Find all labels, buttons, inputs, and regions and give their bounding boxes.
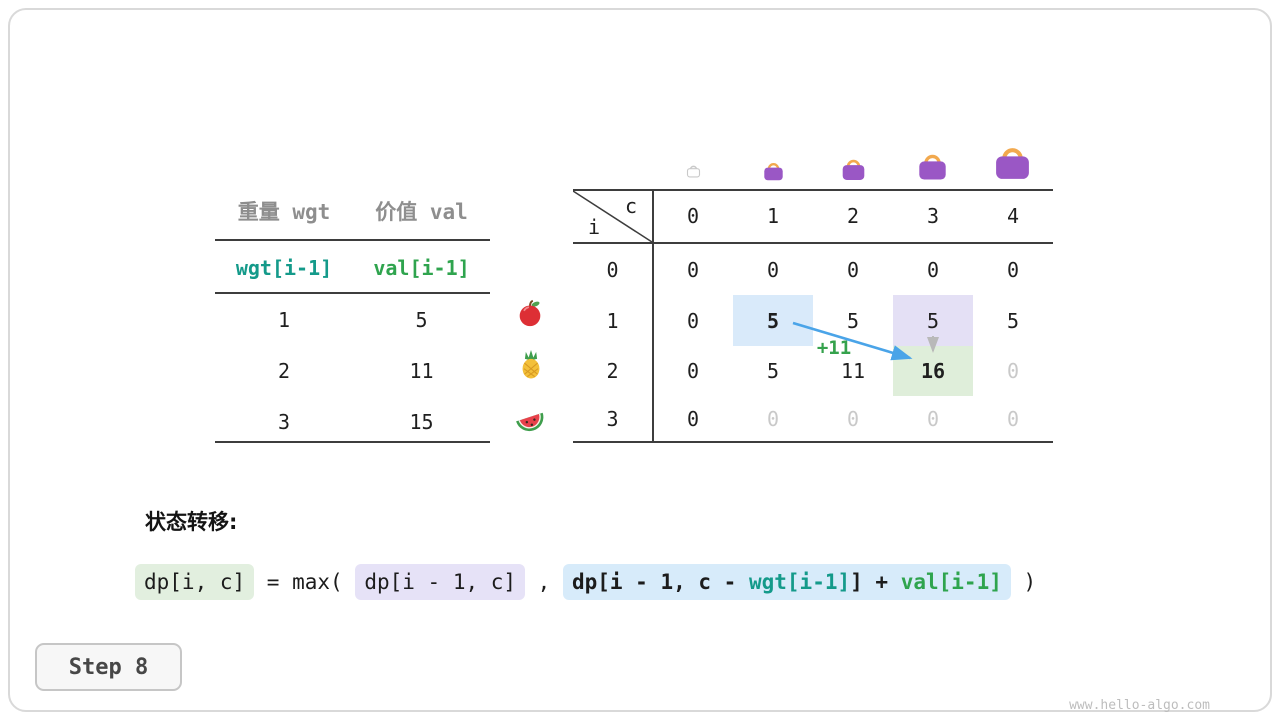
formula-option1-token: dp[i - 1, c] <box>355 564 526 600</box>
items-table-divider <box>215 441 490 443</box>
dp-col-header: 3 <box>926 204 940 228</box>
pineapple-icon <box>522 349 540 379</box>
dp-corner-col-var: c <box>624 194 638 218</box>
formula-option2-prefix: dp[i - 1, c - <box>571 570 749 594</box>
dp-cell: 0 <box>766 257 780 282</box>
dp-cell: 0 <box>1006 406 1020 431</box>
item-row-value: 5 <box>415 308 428 332</box>
items-header-weight: 重量 wgt <box>237 200 331 224</box>
dp-row-header: 1 <box>606 308 619 333</box>
item-row-value: 15 <box>409 410 434 434</box>
dp-cell: 0 <box>1006 359 1020 383</box>
bag-icon-capacity-3 <box>919 154 946 180</box>
dp-cell-current: 16 <box>920 359 946 383</box>
dp-cell: 0 <box>1006 257 1020 282</box>
items-formula-weight: wgt[i-1] <box>235 255 333 280</box>
dp-table-vertical-divider <box>652 189 654 443</box>
dp-cell: 0 <box>846 406 860 431</box>
dp-table-top-border <box>573 189 1053 191</box>
dp-cell: 0 <box>926 257 940 282</box>
items-header-value: 价值 val <box>375 200 468 224</box>
dp-cell-source: 5 <box>766 308 780 333</box>
dp-table-bottom-border <box>573 441 1053 443</box>
item-row-weight: 3 <box>277 410 291 434</box>
dp-row-header: 0 <box>606 257 619 282</box>
transfer-value-label: +11 <box>816 337 852 359</box>
formula-option2-wgt: wgt[i-1] <box>748 570 851 594</box>
dp-row-header: 3 <box>606 406 619 431</box>
dp-cell: 0 <box>766 406 780 431</box>
dp-col-header: 1 <box>766 204 780 228</box>
dp-cell: 5 <box>766 359 780 383</box>
dp-cell-above: 5 <box>926 308 940 333</box>
items-table-divider <box>215 239 490 241</box>
state-transition-title: 状态转移: <box>145 510 238 534</box>
formula-separator: , <box>525 570 563 594</box>
dp-cell: 0 <box>686 308 700 333</box>
dp-col-header: 2 <box>846 204 860 228</box>
bag-icon-capacity-2 <box>842 159 865 180</box>
dp-cell: 11 <box>840 359 866 383</box>
item-row-value: 11 <box>409 359 434 383</box>
dp-col-header: 0 <box>686 204 700 228</box>
dp-cell: 0 <box>846 257 860 282</box>
bag-icon-capacity-4 <box>996 148 1029 179</box>
dp-cell: 0 <box>926 406 940 431</box>
state-transition-formula: dp[i, c] = max( dp[i - 1, c] , dp[i - 1,… <box>135 560 1036 604</box>
dp-col-header: 4 <box>1006 204 1020 228</box>
dp-corner-diagonal <box>573 191 652 242</box>
dp-cell: 0 <box>686 257 700 282</box>
bag-icon-capacity-0 <box>686 165 701 178</box>
formula-close-paren: ) <box>1010 570 1037 594</box>
formula-option2-val: val[i-1] <box>900 570 1002 594</box>
formula-equals-max: = max( <box>254 570 356 594</box>
dp-corner-row-var: i <box>587 215 601 239</box>
dp-cell: 0 <box>686 359 700 383</box>
watermark-text: www.hello-algo.com <box>1069 698 1210 713</box>
step-button[interactable]: Step 8 <box>35 643 182 691</box>
items-formula-value: val[i-1] <box>373 255 470 280</box>
dp-table-header-divider <box>573 242 1053 244</box>
formula-option2-token: dp[i - 1, c - wgt[i-1]] + val[i-1] <box>562 564 1011 600</box>
watermelon-icon <box>516 412 544 432</box>
item-row-weight: 1 <box>277 308 291 332</box>
dp-cell: 0 <box>686 406 700 431</box>
formula-option2-infix: ] + <box>850 570 901 594</box>
dp-row-header: 2 <box>606 359 619 383</box>
item-row-weight: 2 <box>277 359 291 383</box>
bag-icon-capacity-1 <box>764 163 783 181</box>
items-table-divider <box>215 292 490 294</box>
apple-icon <box>519 299 541 327</box>
dp-cell: 5 <box>1006 308 1020 333</box>
formula-lhs-token: dp[i, c] <box>135 564 255 600</box>
